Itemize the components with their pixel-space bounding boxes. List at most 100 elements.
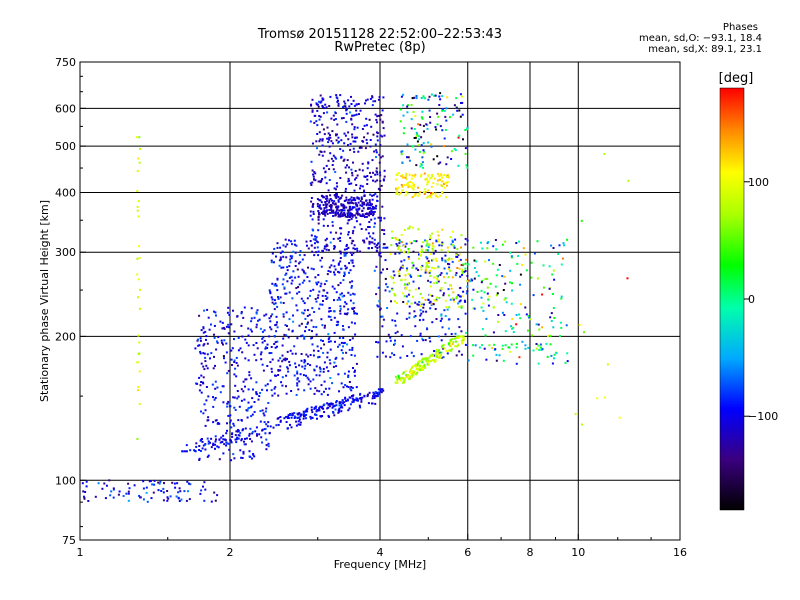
echo-point	[312, 238, 315, 241]
echo-point	[335, 188, 337, 191]
echo-point	[298, 380, 301, 383]
echo-point	[236, 390, 239, 392]
echo-point	[427, 174, 430, 177]
echo-point	[446, 181, 449, 184]
echo-point	[249, 427, 252, 430]
echo-point	[550, 312, 553, 315]
echo-point	[373, 210, 376, 213]
echo-point	[273, 299, 276, 302]
echo-point	[375, 265, 378, 268]
y-tick-label: 75	[62, 534, 76, 547]
echo-point	[309, 415, 312, 418]
echo-point	[450, 348, 453, 351]
echo-point	[340, 341, 343, 344]
echo-point	[196, 339, 199, 342]
echo-point	[429, 192, 432, 195]
echo-point	[321, 178, 324, 180]
echo-point	[353, 150, 356, 153]
echo-point	[397, 238, 400, 241]
echo-point	[356, 174, 359, 177]
echo-point	[110, 490, 113, 493]
echo-point	[285, 256, 288, 259]
echo-point	[177, 496, 180, 499]
echo-point	[541, 348, 544, 351]
echo-point	[395, 178, 397, 181]
echo-point	[381, 155, 384, 158]
echo-point	[443, 109, 446, 112]
echo-point	[314, 276, 317, 279]
echo-point	[419, 123, 422, 126]
echo-point	[169, 495, 172, 498]
echo-point	[294, 415, 296, 418]
echo-point	[327, 403, 330, 406]
echo-point	[359, 223, 362, 226]
echo-point	[354, 137, 357, 140]
echo-point	[270, 328, 273, 331]
echo-point	[429, 253, 432, 256]
echo-point	[276, 246, 279, 249]
echo-point	[351, 261, 354, 264]
echo-point	[532, 349, 535, 352]
echo-point	[360, 198, 363, 201]
echo-point	[465, 292, 468, 295]
echo-point	[427, 141, 430, 144]
echo-point	[427, 246, 430, 249]
echo-point	[372, 206, 375, 209]
echo-point	[335, 196, 338, 199]
echo-point	[407, 282, 410, 285]
echo-point	[422, 149, 425, 152]
echo-point	[408, 289, 411, 292]
echo-point	[455, 97, 458, 100]
echo-point	[316, 241, 319, 244]
echo-point	[333, 118, 336, 121]
echo-point	[402, 381, 405, 384]
echo-point	[241, 351, 244, 354]
echo-point	[322, 212, 325, 215]
echo-point	[166, 499, 169, 502]
echo-point	[365, 138, 368, 141]
echo-point	[449, 236, 452, 239]
echo-point	[399, 108, 402, 111]
echo-point	[447, 294, 450, 297]
echo-point	[464, 267, 467, 270]
echo-point	[354, 312, 357, 315]
phases-o-mode: mean, sd,O: −93.1, 18.4	[639, 33, 762, 44]
echo-point	[316, 246, 319, 249]
echo-point	[344, 199, 347, 202]
echo-point	[553, 353, 556, 356]
echo-point	[321, 303, 324, 306]
echo-point	[430, 302, 433, 305]
echo-point	[127, 499, 130, 502]
echo-point	[335, 192, 338, 195]
echo-point	[563, 244, 566, 247]
echo-point	[353, 104, 356, 107]
echo-point	[233, 338, 235, 341]
echo-point	[279, 365, 282, 368]
echo-point	[458, 326, 461, 329]
echo-point	[357, 208, 360, 211]
echo-point	[330, 117, 333, 120]
echo-point	[491, 347, 494, 350]
echo-point	[412, 371, 415, 374]
echo-point	[441, 228, 444, 231]
echo-point	[206, 419, 209, 422]
echo-point	[380, 271, 383, 274]
echo-point	[288, 265, 291, 268]
echo-point	[306, 410, 309, 413]
echo-point	[551, 273, 554, 276]
echo-point	[299, 261, 302, 264]
echo-point	[345, 400, 348, 402]
echo-point	[268, 432, 271, 435]
echo-point	[335, 324, 338, 327]
colorbar-tick-label: −100	[748, 410, 778, 423]
echo-point	[270, 261, 273, 264]
echo-point	[426, 264, 429, 267]
echo-point	[317, 254, 320, 257]
echo-point	[300, 297, 303, 300]
echo-point	[270, 346, 273, 348]
echo-point	[452, 298, 455, 301]
echo-point	[423, 303, 425, 306]
echo-point	[189, 483, 192, 486]
echo-point	[453, 148, 456, 150]
